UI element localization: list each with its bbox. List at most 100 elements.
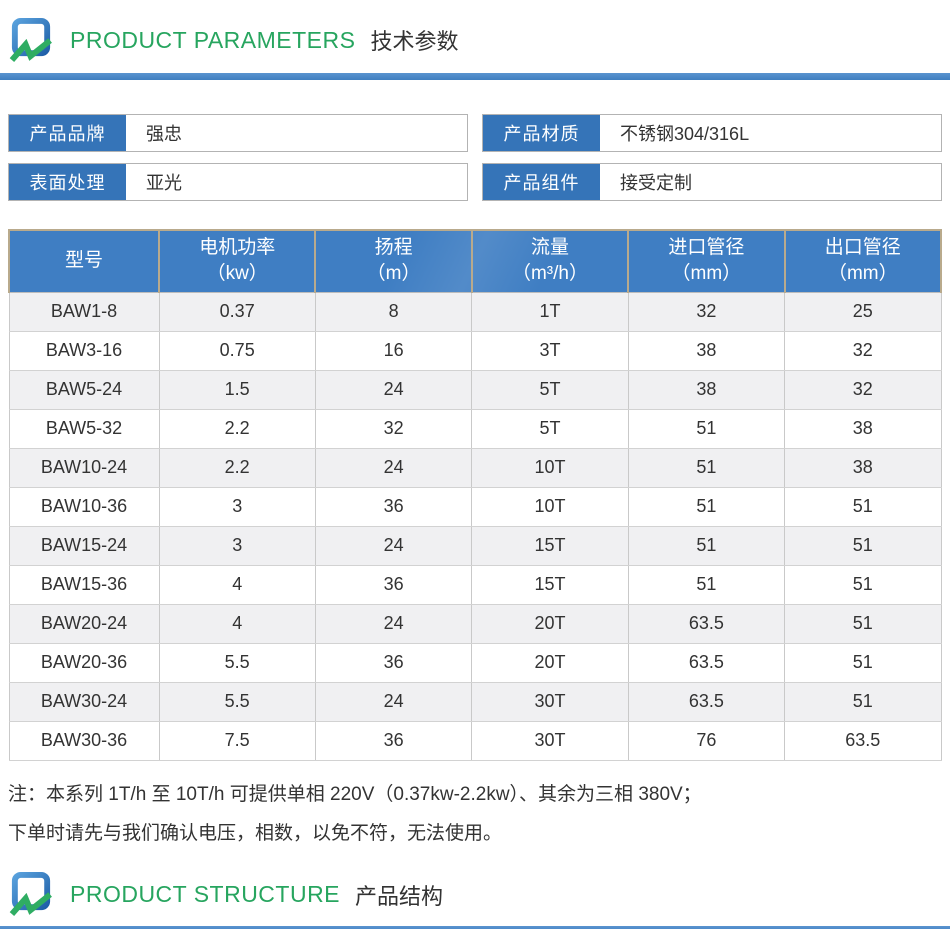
note-line-1: 注：本系列 1T/h 至 10T/h 可提供单相 220V（0.37kw-2.2… [8, 783, 702, 805]
header-name: 型号 [64, 250, 103, 272]
table-cell: 24 [314, 526, 472, 566]
header-unit: （mm） [671, 263, 742, 285]
table-row: BAW30-36 7.5 36 30T 76 63.5 [8, 721, 942, 761]
table-cell: 8 [314, 292, 472, 332]
table-cell: 20T [471, 643, 629, 683]
table-cell: 24 [314, 604, 472, 644]
table-cell: 10T [471, 487, 629, 527]
table-cell: 10T [471, 448, 629, 488]
table-cell: 1T [471, 292, 629, 332]
table-cell: 51 [784, 643, 942, 683]
table-cell: 32 [627, 292, 785, 332]
company-logo-icon [9, 871, 52, 917]
table-cell: 51 [627, 565, 785, 605]
table-cell: BAW20-24 [8, 604, 159, 644]
table-row: BAW10-36 3 36 10T 51 51 [8, 487, 942, 527]
table-cell: BAW5-24 [8, 370, 159, 410]
table-cell: 51 [784, 604, 942, 644]
header-name: 出口管径 [824, 237, 901, 259]
header-unit: （m³/h） [511, 263, 588, 285]
table-cell: BAW10-36 [8, 487, 159, 527]
table-header-row: 型号 电机功率 （kw） 扬程 （m） 流量 （m³/h） 进口管径 （mm） 出口管径 （mm） [8, 229, 943, 293]
table-cell: 2.2 [158, 448, 316, 488]
table-cell: 51 [784, 526, 942, 566]
table-cell: BAW5-32 [8, 409, 159, 449]
section-title-en: PRODUCT PARAMETERS [70, 26, 356, 53]
table-cell: 32 [314, 409, 472, 449]
table-cell: 51 [784, 682, 942, 722]
note: 注：本系列 1T/h 至 10T/h 可提供单相 220V（0.37kw-2.2… [8, 775, 942, 853]
table-cell: BAW10-24 [8, 448, 159, 488]
table-cell: 63.5 [627, 604, 785, 644]
table-header-cell: 电机功率 （kw） [157, 229, 316, 293]
info-label: 产品材质 [483, 115, 600, 151]
info-box: 表面处理 亚光 [8, 163, 468, 201]
table-cell: 24 [314, 370, 472, 410]
info-value: 接受定制 [620, 173, 692, 193]
table-cell: BAW15-24 [8, 526, 159, 566]
table-cell: 15T [471, 526, 629, 566]
table-row: BAW15-36 4 36 15T 51 51 [8, 565, 942, 605]
info-box: 产品品牌 强忠 [8, 114, 468, 152]
table-cell: BAW3-16 [8, 331, 159, 371]
note-line-2: 下单时请先与我们确认电压，相数，以免不符，无法使用。 [8, 822, 503, 844]
table-cell: 5T [471, 409, 629, 449]
company-logo-icon [9, 17, 52, 62]
info-box: 产品材质 不锈钢304/316L [482, 114, 942, 152]
table-cell: 51 [627, 526, 785, 566]
header-unit: （mm） [827, 263, 898, 285]
table-header-cell: 进口管径 （mm） [627, 229, 785, 293]
structure-section-header: PRODUCT STRUCTURE 产品结构 [0, 869, 950, 921]
section-title-zh: 技术参数 [370, 29, 459, 54]
header-unit: （kw） [206, 263, 268, 285]
info-grid: 产品品牌 强忠 产品材质 不锈钢304/316L 表面处理 亚光 产品组件 接受定制 [8, 114, 942, 201]
table-cell: 0.75 [158, 331, 316, 371]
section-divider [0, 925, 950, 929]
table-cell: 30T [471, 682, 629, 722]
table-cell: 51 [627, 409, 785, 449]
table-cell: 3 [158, 487, 316, 527]
table-row: BAW30-24 5.5 24 30T 63.5 51 [8, 682, 942, 722]
parameters-section-header: PRODUCT PARAMETERS 技术参数 [0, 14, 950, 66]
header-unit: （m） [366, 263, 421, 285]
table-cell: 38 [784, 409, 942, 449]
table-cell: 24 [314, 448, 472, 488]
header-name: 扬程 [374, 237, 413, 259]
info-value: 强忠 [146, 124, 182, 144]
table-cell: 51 [627, 487, 785, 527]
table-cell: 3 [158, 526, 316, 566]
table-cell: 25 [784, 292, 942, 332]
table-cell: 0.37 [158, 292, 316, 332]
table-cell: 2.2 [158, 409, 316, 449]
table-cell: 36 [314, 643, 472, 683]
table-cell: 24 [314, 682, 472, 722]
info-label: 产品组件 [483, 164, 600, 200]
table-cell: BAW20-36 [8, 643, 159, 683]
table-cell: 5T [471, 370, 629, 410]
table-cell: 16 [314, 331, 472, 371]
table-cell: 4 [158, 565, 316, 605]
table-cell: BAW30-36 [8, 721, 159, 761]
table-cell: 38 [627, 331, 785, 371]
table-cell: 5.5 [158, 643, 316, 683]
table-row: BAW5-32 2.2 32 5T 51 38 [8, 409, 942, 449]
header-name: 流量 [530, 237, 569, 259]
header-name: 进口管径 [668, 237, 745, 259]
table-body: BAW1-8 0.37 8 1T 32 25 BAW3-16 0.75 16 3T 38 32 BAW5… [8, 292, 942, 761]
table-cell: 63.5 [627, 682, 785, 722]
table-cell: BAW30-24 [8, 682, 159, 722]
table-cell: 4 [158, 604, 316, 644]
table-header-cell: 扬程 （m） [314, 229, 472, 293]
table-cell: 76 [627, 721, 785, 761]
info-value: 不锈钢304/316L [620, 124, 750, 144]
table-cell: 38 [627, 370, 785, 410]
table-cell: 36 [314, 721, 472, 761]
table-cell: 5.5 [158, 682, 316, 722]
table-row: BAW5-24 1.5 24 5T 38 32 [8, 370, 942, 410]
table-cell: 20T [471, 604, 629, 644]
section-divider [0, 73, 950, 80]
table-header-cell: 流量 （m³/h） [470, 229, 629, 293]
table-cell: 7.5 [158, 721, 316, 761]
table-row: BAW10-24 2.2 24 10T 51 38 [8, 448, 942, 488]
table-cell: 51 [784, 565, 942, 605]
